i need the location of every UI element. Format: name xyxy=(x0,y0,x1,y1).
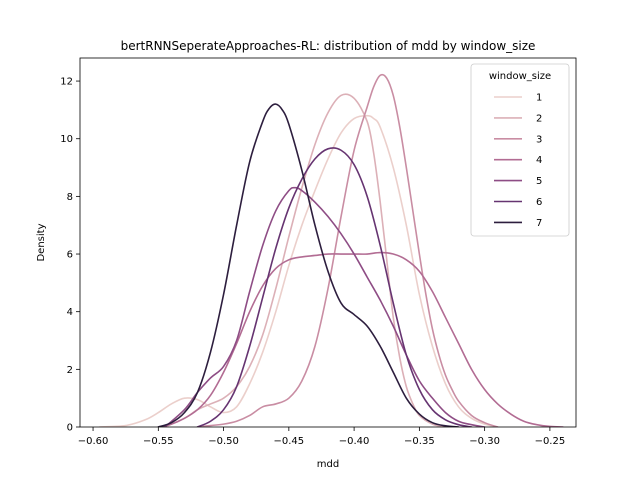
x-tick-label: −0.45 xyxy=(274,436,305,447)
plot-area xyxy=(98,73,564,427)
legend-label-2: 2 xyxy=(536,113,542,124)
x-tick-label: −0.50 xyxy=(208,436,239,447)
y-tick-label: 4 xyxy=(67,307,73,318)
series-line-6 xyxy=(196,147,473,427)
x-tick-label: −0.60 xyxy=(78,436,109,447)
y-tick-label: 0 xyxy=(67,423,73,434)
legend: window_size 1 2 3 4 5 6 7 xyxy=(470,63,570,237)
x-tick-label: −0.40 xyxy=(339,436,370,447)
x-tick-label: −0.25 xyxy=(535,436,566,447)
y-tick-label: 8 xyxy=(67,192,73,203)
series-line-4 xyxy=(157,251,564,427)
x-tick-label: −0.35 xyxy=(404,436,435,447)
y-tick-label: 12 xyxy=(60,77,73,88)
y-axis: 0 2 4 6 8 10 12 xyxy=(60,77,80,434)
legend-label-1: 1 xyxy=(536,93,542,104)
y-tick-label: 10 xyxy=(60,134,73,145)
x-tick-label: −0.30 xyxy=(469,436,500,447)
y-axis-label: Density xyxy=(36,223,47,261)
legend-label-3: 3 xyxy=(536,134,542,145)
series-line-1 xyxy=(98,114,499,427)
x-tick-label: −0.55 xyxy=(143,436,174,447)
legend-title: window_size xyxy=(489,71,551,82)
y-tick-label: 2 xyxy=(67,365,73,376)
legend-label-6: 6 xyxy=(536,197,542,208)
x-axis-label: mdd xyxy=(317,459,339,470)
legend-items: 1 2 3 4 5 6 7 xyxy=(494,93,542,229)
x-axis: −0.60 −0.55 −0.50 −0.45 −0.40 −0.35 −0.30 −0.25 xyxy=(78,427,565,447)
series-line-2 xyxy=(164,93,447,427)
legend-label-7: 7 xyxy=(536,218,542,229)
legend-box xyxy=(470,63,570,237)
series-line-7 xyxy=(157,103,460,427)
chart-title: bertRNNSeperateApproaches-RL: distributi… xyxy=(121,39,536,53)
y-tick-label: 6 xyxy=(67,250,73,261)
series-line-5 xyxy=(164,186,486,427)
legend-label-5: 5 xyxy=(536,176,542,187)
plot-frame xyxy=(79,57,577,428)
legend-label-4: 4 xyxy=(536,155,542,166)
series-line-3 xyxy=(196,73,499,427)
